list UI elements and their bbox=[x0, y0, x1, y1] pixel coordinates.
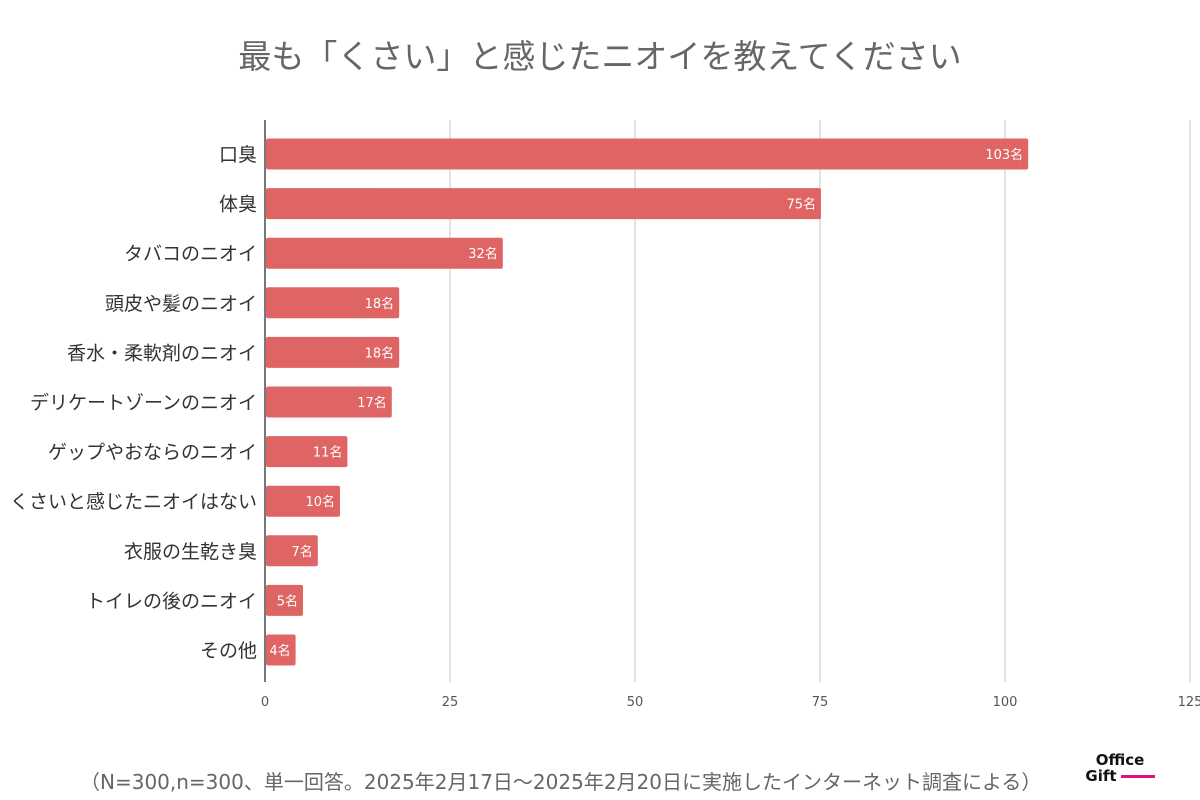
axes: 0 25 50 75 100 125 口臭体臭タバコのニオイ頭皮や髪のニオイ香水・柔軟剤のニ… bbox=[10, 120, 1200, 710]
value-label: 5名 bbox=[277, 593, 298, 609]
value-label: 10名 bbox=[305, 494, 335, 510]
value-label: 18名 bbox=[365, 345, 395, 361]
bar bbox=[266, 584, 303, 616]
category-label: 頭皮や髪のニオイ bbox=[105, 293, 257, 315]
bars: 103名 75名 32名 18名 18名 17名 11名 10名 7名 5名 4名 bbox=[266, 138, 1029, 666]
category-label: 体臭 bbox=[219, 194, 257, 216]
bar bbox=[266, 485, 340, 517]
bar bbox=[266, 436, 348, 468]
bar bbox=[266, 237, 503, 269]
category-label: くさいと感じたニオイはない bbox=[10, 491, 257, 513]
logo-accent bbox=[1120, 775, 1155, 778]
category-label: 香水・柔軟剤のニオイ bbox=[67, 342, 257, 364]
category-label: 口臭 bbox=[219, 144, 257, 166]
logo-line-1: Office bbox=[1095, 751, 1145, 769]
office-gift-logo: Office Gift bbox=[1070, 752, 1170, 784]
bar bbox=[266, 386, 392, 418]
value-label: 18名 bbox=[365, 296, 395, 312]
value-label: 4名 bbox=[269, 643, 290, 659]
bar bbox=[266, 138, 1029, 170]
category-label: 衣服の生乾き臭 bbox=[124, 541, 257, 563]
x-tick-label: 100 bbox=[993, 695, 1018, 710]
category-label: タバコのニオイ bbox=[124, 243, 257, 265]
value-label: 103名 bbox=[985, 147, 1023, 163]
value-label: 7名 bbox=[292, 544, 313, 560]
value-label: 17名 bbox=[357, 395, 387, 411]
category-label: ゲップやおならのニオイ bbox=[48, 442, 257, 464]
x-tick-label: 75 bbox=[812, 695, 829, 710]
value-label: 11名 bbox=[313, 445, 343, 461]
chart-title: 最も「くさい」と感じたニオイを教えてください bbox=[238, 37, 962, 76]
logo-line-2: Gift bbox=[1085, 767, 1117, 785]
x-tick-label: 25 bbox=[442, 695, 459, 710]
bar bbox=[266, 188, 821, 220]
bar bbox=[266, 535, 318, 567]
value-label: 75名 bbox=[786, 197, 816, 213]
bar bbox=[266, 287, 400, 319]
bar bbox=[266, 634, 296, 666]
category-label: トイレの後のニオイ bbox=[86, 590, 257, 612]
category-label: その他 bbox=[200, 640, 257, 662]
x-tick-label: 50 bbox=[627, 695, 644, 710]
category-label: デリケートゾーンのニオイ bbox=[30, 392, 257, 414]
value-label: 32名 bbox=[468, 246, 498, 262]
survey-note: （N=300,n=300、単一回答。2025年2月17日～2025年2月20日に… bbox=[80, 770, 1042, 794]
bar bbox=[266, 336, 400, 368]
x-tick-label: 0 bbox=[261, 695, 269, 710]
x-tick-label: 125 bbox=[1178, 695, 1200, 710]
